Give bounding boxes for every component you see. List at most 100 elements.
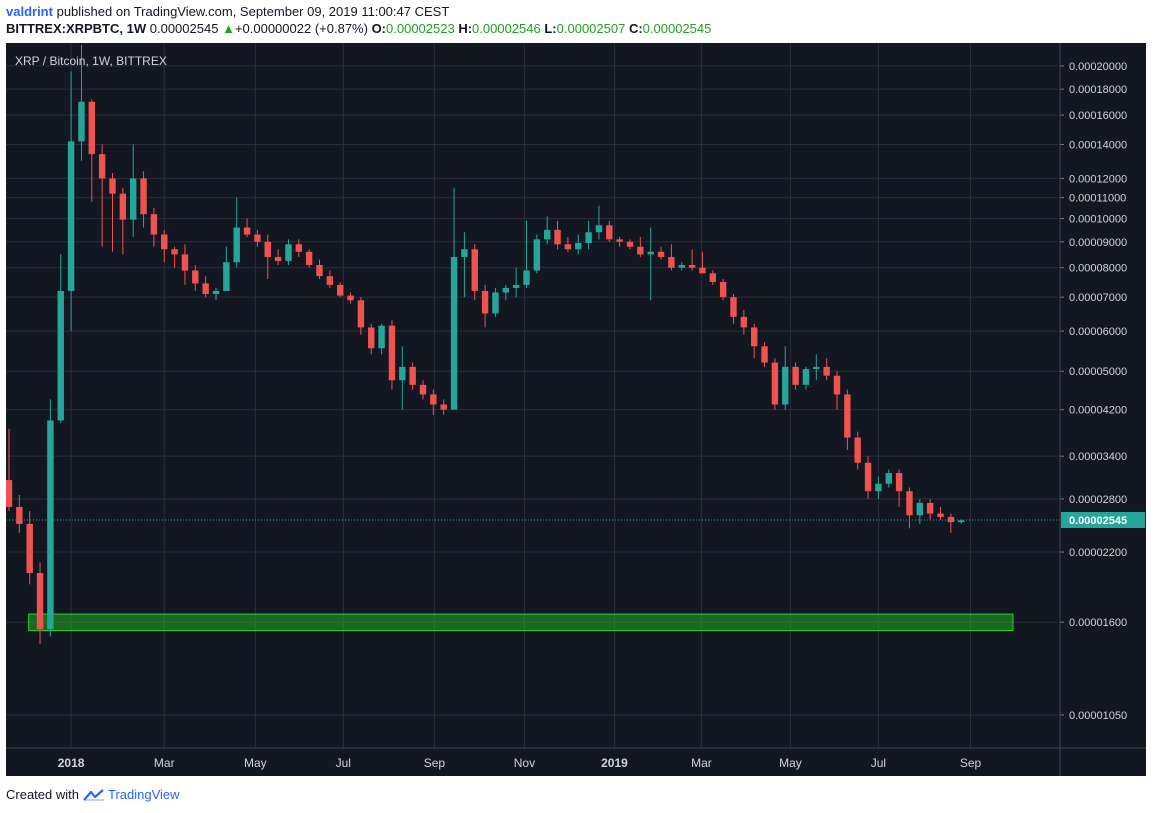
candle-body <box>771 362 779 405</box>
candle-body <box>461 249 468 257</box>
candle-body <box>564 244 572 250</box>
candle-body <box>440 404 447 410</box>
candle-body <box>337 284 344 296</box>
x-tick-label: May <box>779 756 802 770</box>
candle-body <box>906 491 913 516</box>
candle-body <box>554 229 561 245</box>
candle-body <box>751 327 758 347</box>
x-tick-label: Mar <box>154 756 175 770</box>
author-link[interactable]: valdrint <box>6 4 53 19</box>
candle-body <box>181 254 189 271</box>
candle-body <box>678 264 685 268</box>
change-text: +0.00000022 (+0.87%) <box>234 21 368 36</box>
current-price-tag <box>1061 511 1145 528</box>
support-zone <box>28 613 1014 632</box>
y-tick-label: 0.00011000 <box>1069 193 1126 205</box>
candle-body <box>647 251 654 255</box>
x-tick-label: Jul <box>871 756 886 770</box>
axes-layer: 0.00020000 0.00018000 0.00016000 0.00014000… <box>6 43 1146 776</box>
y-tick-label: 0.00005000 <box>1069 366 1127 378</box>
candle-body <box>926 502 934 514</box>
x-tick-label: Mar <box>691 756 712 770</box>
candle-body <box>626 241 634 247</box>
high-label: H: <box>458 21 473 36</box>
candle-body <box>150 214 158 235</box>
candle-body <box>730 297 737 317</box>
candle-body <box>161 234 168 250</box>
candle-body <box>833 375 841 395</box>
y-tick-label: 0.00009000 <box>1069 237 1127 249</box>
x-tick-label: Nov <box>514 756 535 770</box>
candle-body <box>409 366 416 385</box>
candle-body <box>243 227 251 235</box>
candle-body <box>719 281 727 298</box>
open-value: 0.00002523 <box>386 21 455 36</box>
candle-body <box>98 154 106 179</box>
candle-body <box>316 264 323 277</box>
y-tick-label: 0.00004200 <box>1069 405 1127 417</box>
x-tick-label: Sep <box>424 756 446 770</box>
candle-body <box>575 243 582 250</box>
candle-body <box>254 234 261 242</box>
candle-body <box>657 251 665 257</box>
low-value: 0.00002507 <box>556 21 626 36</box>
candle-body <box>119 193 127 220</box>
y-tick-label: 0.00008000 <box>1069 263 1127 275</box>
y-tick-label: 0.00012000 <box>1069 173 1127 185</box>
last-price: 0.00002545 <box>149 21 219 36</box>
candle-body <box>709 273 716 282</box>
candle-body <box>875 483 882 492</box>
candle-body <box>595 225 603 233</box>
x-tick-label: 2018 <box>58 756 85 770</box>
candle-body <box>347 295 354 301</box>
candle-body <box>813 366 820 370</box>
candle-body <box>792 366 799 385</box>
candle-body <box>285 244 292 261</box>
chart-container[interactable]: 0.00002545 0.00020000 0.00018000 0.0001600… <box>5 43 1146 776</box>
ohlc-line: BITTREX:XRPBTC, 1W 0.00002545 ▲+0.000000… <box>6 21 711 36</box>
candle-body <box>47 420 54 630</box>
y-tick-label: 0.00010000 <box>1069 214 1127 226</box>
y-tick-label: 0.00020000 <box>1069 61 1127 73</box>
open-label: O: <box>371 21 387 36</box>
candle-body <box>533 239 541 271</box>
candle-body <box>502 287 509 293</box>
candle-body <box>430 394 437 405</box>
candle-body <box>895 473 903 492</box>
candles-layer <box>5 44 965 644</box>
x-tick-label: 2019 <box>601 756 628 770</box>
candle-body <box>233 227 240 263</box>
close-value: 0.00002545 <box>642 21 712 36</box>
x-tick-label: Jul <box>336 756 351 770</box>
candle-body <box>67 141 75 291</box>
low-label: L: <box>544 21 557 36</box>
candlestick-chart[interactable]: 0.00002545 0.00020000 0.00018000 0.0001600… <box>5 43 1146 776</box>
candle-body <box>761 346 768 363</box>
symbol-label: BITTREX:XRPBTC, 1W <box>6 21 147 36</box>
y-tick-label: 0.00006000 <box>1069 326 1127 338</box>
candle-body <box>699 267 706 274</box>
candle-body <box>864 462 872 492</box>
candle-body <box>668 256 675 268</box>
candle-body <box>958 520 965 523</box>
candle-body <box>26 523 33 574</box>
candle-body <box>916 502 923 516</box>
candle-body <box>368 327 375 349</box>
candle-body <box>947 516 955 523</box>
candle-body <box>274 256 282 261</box>
candle-body <box>885 473 892 484</box>
chart-title: XRP / Bitcoin, 1W, BITTREX <box>15 54 167 68</box>
up-arrow-icon: ▲ <box>222 21 235 36</box>
candle-body <box>264 241 271 257</box>
tradingview-link[interactable]: TradingView <box>83 787 180 802</box>
candle-body <box>492 292 499 314</box>
candle-body <box>544 229 551 240</box>
candle-body <box>57 290 64 421</box>
candle-body <box>802 369 810 385</box>
y-tick-label: 0.00002200 <box>1069 547 1127 559</box>
candle-body <box>5 480 13 507</box>
x-tick-label: Sep <box>960 756 982 770</box>
candle-body <box>585 232 592 244</box>
candle-body <box>202 283 209 295</box>
candle-body <box>399 366 406 381</box>
